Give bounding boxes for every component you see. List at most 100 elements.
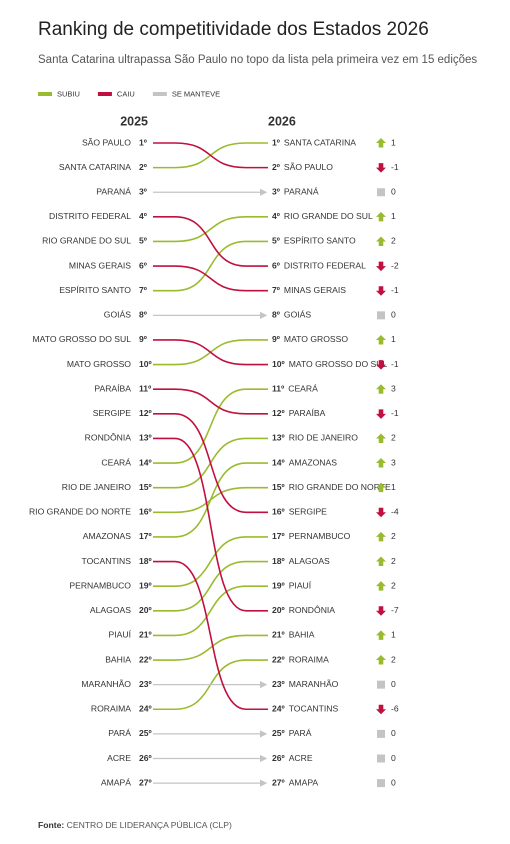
left-name: AMAZONAS	[83, 531, 131, 541]
right-rank: 7º	[272, 285, 280, 295]
right-rank: 25º	[272, 728, 285, 738]
left-name: SÃO PAULO	[82, 137, 131, 147]
left-rank: 21º	[139, 630, 152, 640]
left-rank: 15º	[139, 482, 152, 492]
right-rank: 18º	[272, 556, 285, 566]
right-name: ESPÍRITO SANTO	[284, 236, 356, 246]
change-value: 3	[391, 457, 396, 467]
change-value: 2	[391, 580, 396, 590]
left-rank: 8º	[139, 310, 147, 320]
change-value: 0	[391, 310, 396, 320]
up-icon	[376, 211, 386, 222]
down-icon	[376, 163, 386, 173]
change-value: 0	[391, 777, 396, 787]
change-value: -1	[391, 285, 399, 295]
left-rank: 1º	[139, 137, 147, 147]
left-rank: 3º	[139, 187, 147, 197]
left-name: ESPÍRITO SANTO	[59, 285, 131, 295]
left-name: ALAGOAS	[90, 605, 131, 615]
up-icon	[376, 458, 386, 468]
left-name: BAHIA	[105, 654, 131, 664]
left-name: TOCANTINS	[82, 556, 132, 566]
right-name: MINAS GERAIS	[284, 285, 346, 295]
same-icon	[377, 311, 385, 320]
right-rank: 14º	[272, 457, 285, 467]
left-rank: 6º	[139, 260, 147, 270]
up-icon	[376, 630, 386, 640]
slope-line	[153, 560, 268, 612]
legend-swatch	[38, 92, 52, 96]
change-value: -2	[391, 260, 399, 270]
change-value: -4	[391, 507, 399, 517]
right-name: PARÁ	[289, 728, 312, 738]
change-value: -7	[391, 605, 399, 615]
slope-line	[153, 240, 268, 292]
down-icon	[376, 360, 386, 370]
change-value: 1	[391, 211, 396, 221]
right-name: SERGIPE	[289, 507, 327, 517]
legend-label: CAIU	[117, 89, 135, 98]
right-name: PIAUÍ	[289, 580, 312, 590]
change-value: 0	[391, 679, 396, 689]
change-value: 1	[391, 334, 396, 344]
up-icon	[376, 531, 386, 542]
change-value: 0	[391, 753, 396, 763]
down-icon	[376, 507, 386, 518]
right-name: PARANÁ	[284, 187, 319, 197]
legend-label: SUBIU	[57, 89, 80, 98]
left-name: SANTA CATARINA	[59, 162, 131, 172]
left-rank: 25º	[139, 728, 152, 738]
right-name: DISTRITO FEDERAL	[284, 260, 366, 270]
left-name: RIO DE JANEIRO	[62, 482, 132, 492]
legend-swatch	[152, 92, 167, 96]
right-name: PARAÍBA	[289, 408, 326, 418]
right-rank: 26º	[272, 753, 285, 763]
left-rank: 16º	[139, 507, 152, 517]
left-name: PARAÍBA	[94, 383, 131, 393]
right-rank: 20º	[272, 605, 285, 615]
legend-label: SE MANTEVE	[172, 89, 220, 98]
same-icon	[377, 779, 385, 788]
down-icon	[376, 704, 386, 715]
left-rank: 17º	[139, 531, 152, 541]
right-rank: 8º	[272, 310, 280, 320]
left-name: SERGIPE	[93, 408, 131, 418]
up-icon	[376, 482, 386, 493]
slope-line	[153, 634, 268, 661]
change-value: -1	[391, 162, 399, 172]
right-name: SANTA CATARINA	[284, 137, 356, 147]
up-icon	[376, 334, 386, 345]
left-rank: 2º	[139, 162, 147, 172]
slope-line	[153, 585, 268, 637]
change-value: 0	[391, 728, 396, 738]
change-value: 2	[391, 654, 396, 664]
left-name: ACRE	[107, 753, 131, 763]
left-name: AMAPÁ	[101, 777, 131, 787]
slope-line	[153, 339, 268, 366]
left-name: GOIÁS	[104, 310, 131, 320]
left-rank: 26º	[139, 753, 152, 763]
right-rank: 21º	[272, 630, 285, 640]
same-icon	[377, 188, 385, 197]
right-rank: 5º	[272, 236, 280, 246]
right-rank: 9º	[272, 334, 280, 344]
left-rank: 9º	[139, 334, 147, 344]
right-name: PERNAMBUCO	[289, 531, 351, 541]
right-name: MATO GROSSO DO SUL	[289, 359, 388, 369]
left-rank: 27º	[139, 777, 152, 787]
right-name: TOCANTINS	[289, 704, 339, 714]
right-name: GOIÁS	[284, 310, 311, 320]
slope-line	[153, 265, 268, 292]
right-rank: 16º	[272, 507, 285, 517]
change-value: 2	[391, 531, 396, 541]
left-name: RIO GRANDE DO NORTE	[29, 507, 131, 517]
right-name: SÃO PAULO	[284, 162, 333, 172]
slope-line	[153, 388, 268, 464]
left-name: PIAUÍ	[109, 630, 132, 640]
change-value: 1	[391, 482, 396, 492]
left-header: 2025	[120, 114, 148, 128]
up-icon	[376, 655, 386, 665]
left-rank: 14º	[139, 457, 152, 467]
left-rank: 7º	[139, 285, 147, 295]
